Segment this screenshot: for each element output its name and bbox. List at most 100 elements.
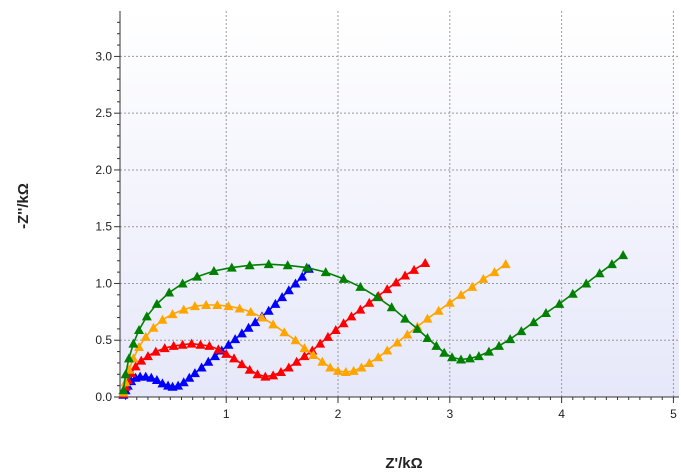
data-point — [320, 267, 331, 277]
data-point — [128, 338, 139, 348]
data-point — [260, 371, 271, 381]
data-point — [184, 372, 195, 382]
data-point — [268, 319, 279, 329]
data-point — [212, 300, 223, 310]
data-point — [168, 340, 179, 350]
data-point — [157, 314, 168, 324]
x-axis-label: Z'/kΩ — [385, 455, 422, 472]
data-point — [400, 270, 411, 280]
data-point — [391, 277, 402, 287]
data-point — [229, 353, 240, 363]
data-point — [141, 311, 152, 321]
y-tick-label: 2.0 — [95, 163, 112, 177]
data-point — [317, 356, 328, 366]
data-point — [355, 281, 366, 291]
data-point — [402, 329, 413, 339]
data-point — [444, 297, 455, 307]
data-point — [291, 356, 302, 366]
data-point — [270, 298, 281, 308]
data-point — [118, 385, 129, 395]
data-point — [478, 273, 489, 283]
data-point — [290, 278, 301, 288]
data-point — [148, 322, 159, 332]
data-point — [473, 351, 484, 361]
y-tick-label: 2.5 — [95, 106, 112, 120]
y-tick-label: 1.0 — [95, 276, 112, 290]
data-point — [464, 353, 475, 363]
data-point — [297, 271, 308, 281]
plot-area — [120, 11, 679, 397]
data-point — [250, 317, 261, 327]
data-point — [494, 340, 505, 350]
y-tick-label: 0.5 — [95, 333, 112, 347]
data-point — [301, 262, 312, 272]
data-point — [500, 259, 511, 269]
data-point — [439, 347, 450, 357]
data-point — [234, 303, 245, 313]
data-point — [173, 380, 184, 390]
data-point — [134, 325, 145, 335]
data-point — [455, 354, 466, 364]
data-point — [382, 284, 393, 294]
data-point — [505, 334, 516, 344]
x-tick-label: 3 — [446, 407, 453, 421]
data-point — [159, 343, 170, 353]
data-point — [236, 328, 247, 338]
data-point — [223, 301, 234, 311]
data-point — [277, 292, 288, 302]
data-point — [299, 343, 310, 353]
data-point — [201, 300, 212, 310]
data-point — [146, 372, 157, 382]
data-point — [412, 323, 423, 333]
data-point — [134, 342, 145, 352]
axes — [114, 11, 679, 403]
data-point — [516, 326, 527, 336]
data-point — [167, 309, 178, 319]
data-point — [140, 331, 151, 341]
data-point — [554, 298, 565, 308]
data-point — [130, 361, 141, 371]
data-point — [382, 345, 393, 355]
y-axis-label: -Z''/kΩ — [15, 183, 32, 229]
data-point — [540, 307, 551, 317]
data-point — [308, 349, 319, 359]
data-point — [236, 359, 247, 369]
data-point — [252, 369, 263, 379]
data-point — [230, 334, 241, 344]
data-point — [618, 250, 629, 260]
data-point — [136, 355, 147, 365]
data-point — [355, 304, 366, 314]
data-point — [322, 331, 333, 341]
data-point — [177, 339, 188, 349]
data-point — [151, 298, 162, 308]
data-point — [283, 362, 294, 372]
data-point — [123, 353, 134, 363]
data-point — [263, 305, 274, 315]
data-point — [447, 352, 458, 362]
data-point — [338, 273, 349, 283]
data-point — [373, 352, 384, 362]
data-point — [192, 271, 203, 281]
data-point — [483, 346, 494, 356]
data-point — [567, 288, 578, 298]
series-1 — [118, 263, 314, 399]
data-point — [467, 281, 478, 291]
data-point — [340, 367, 351, 377]
y-tick-label: 1.5 — [95, 220, 112, 234]
data-point — [338, 318, 349, 328]
x-tick-label: 2 — [335, 407, 342, 421]
data-point — [120, 369, 131, 379]
data-point — [581, 278, 592, 288]
data-point — [213, 344, 224, 354]
data-point — [151, 374, 162, 384]
data-point — [489, 267, 500, 277]
data-point — [386, 302, 397, 312]
data-point — [528, 317, 539, 327]
data-point — [422, 313, 433, 323]
data-point — [431, 340, 442, 350]
series-3 — [118, 259, 511, 397]
data-point — [433, 305, 444, 315]
data-point — [348, 365, 359, 375]
x-tick-label: 5 — [670, 407, 677, 421]
